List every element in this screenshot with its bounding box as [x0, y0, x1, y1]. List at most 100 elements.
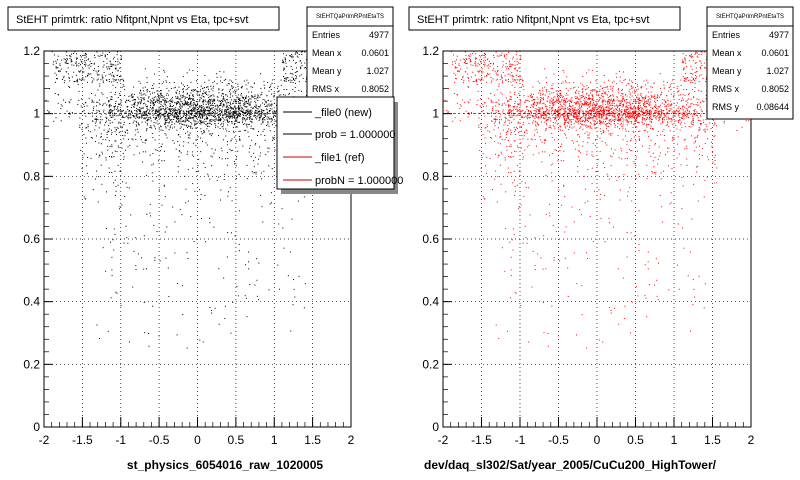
scatter-point: [513, 112, 515, 114]
scatter-point: [168, 100, 170, 102]
scatter-point: [689, 251, 691, 253]
scatter-point: [54, 92, 56, 94]
scatter-point: [145, 130, 147, 132]
scatter-point: [535, 107, 537, 109]
scatter-point: [222, 88, 224, 90]
scatter-point: [615, 119, 617, 121]
scatter-point: [616, 115, 618, 117]
scatter-point: [120, 108, 122, 110]
scatter-point: [598, 105, 600, 107]
scatter-point: [247, 131, 249, 133]
scatter-point: [166, 81, 168, 83]
scatter-point: [135, 115, 137, 117]
scatter-point: [205, 142, 207, 144]
scatter-point: [249, 116, 251, 118]
scatter-point: [84, 54, 86, 56]
scatter-point: [671, 119, 673, 121]
scatter-point: [186, 124, 188, 126]
scatter-point: [269, 118, 271, 120]
scatter-point: [207, 101, 209, 103]
scatter-point: [97, 89, 99, 91]
scatter-point: [254, 100, 256, 102]
scatter-point: [514, 100, 516, 102]
scatter-point: [182, 88, 184, 90]
scatter-point: [283, 68, 285, 70]
scatter-point: [594, 115, 596, 117]
scatter-point: [185, 110, 187, 112]
scatter-point: [618, 70, 620, 72]
scatter-point: [68, 73, 70, 75]
scatter-point: [619, 128, 621, 130]
scatter-point: [237, 98, 239, 100]
scatter-point: [255, 173, 257, 175]
scatter-point: [158, 335, 160, 337]
scatter-point: [139, 110, 141, 112]
scatter-point: [613, 80, 615, 82]
scatter-point: [129, 144, 131, 146]
scatter-point: [98, 99, 100, 101]
scatter-point: [197, 101, 199, 103]
scatter-point: [233, 106, 235, 108]
scatter-point: [299, 60, 301, 62]
scatter-point: [250, 101, 252, 103]
scatter-point: [133, 86, 135, 88]
scatter-point: [204, 92, 206, 94]
scatter-point: [171, 101, 173, 103]
scatter-point: [663, 128, 665, 130]
scatter-point: [505, 136, 507, 138]
scatter-point: [138, 124, 140, 126]
scatter-point: [278, 223, 280, 225]
scatter-point: [80, 112, 82, 114]
scatter-point: [182, 120, 184, 122]
scatter-point: [621, 106, 623, 108]
scatter-point: [621, 93, 623, 95]
scatter-point: [662, 110, 664, 112]
scatter-point: [206, 114, 208, 116]
scatter-point: [242, 113, 244, 115]
scatter-point: [263, 128, 265, 130]
scatter-point: [196, 113, 198, 115]
scatter-point: [228, 83, 230, 85]
scatter-point: [683, 77, 685, 79]
scatter-point: [249, 98, 251, 100]
scatter-point: [135, 129, 137, 131]
scatter-point: [608, 79, 610, 81]
scatter-point: [495, 79, 497, 81]
scatter-point: [254, 98, 256, 100]
scatter-point: [639, 100, 641, 102]
scatter-point: [298, 89, 300, 91]
scatter-point: [153, 102, 155, 104]
scatter-point: [145, 105, 147, 107]
scatter-point: [226, 152, 228, 154]
scatter-point: [171, 119, 173, 121]
scatter-point: [644, 264, 646, 266]
scatter-point: [273, 112, 275, 114]
scatter-point: [549, 101, 551, 103]
scatter-point: [116, 82, 118, 84]
scatter-point: [112, 74, 114, 76]
scatter-point: [507, 110, 509, 112]
scatter-point: [579, 103, 581, 105]
scatter-point: [152, 87, 154, 89]
scatter-point: [230, 92, 232, 94]
scatter-point: [482, 54, 484, 56]
scatter-point: [252, 107, 254, 109]
scatter-point: [93, 106, 95, 108]
scatter-point: [455, 67, 457, 69]
scatter-point: [201, 113, 203, 115]
scatter-point: [296, 71, 298, 73]
scatter-point: [114, 107, 116, 109]
scatter-point: [210, 114, 212, 116]
scatter-point: [117, 110, 119, 112]
scatter-point: [553, 73, 555, 75]
scatter-point: [660, 178, 662, 180]
scatter-point: [258, 106, 260, 108]
scatter-point: [580, 101, 582, 103]
scatter-point: [248, 251, 250, 253]
scatter-point: [67, 67, 69, 69]
scatter-point: [559, 109, 561, 111]
scatter-point: [153, 104, 155, 106]
scatter-point: [629, 94, 631, 96]
scatter-point: [538, 117, 540, 119]
scatter-point: [84, 53, 86, 55]
